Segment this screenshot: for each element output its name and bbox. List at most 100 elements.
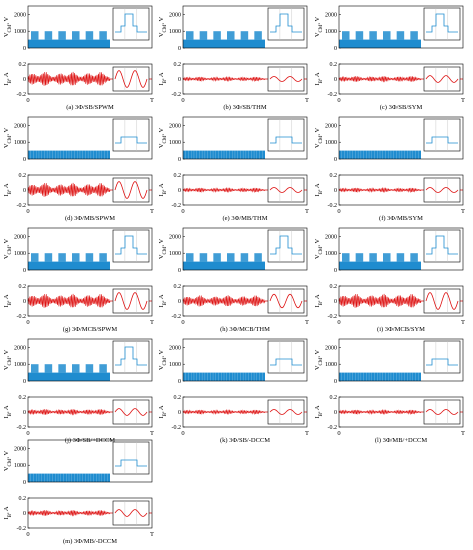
voltage-tick-label: 2000 xyxy=(325,123,337,129)
voltage-axis-label: VCM, V xyxy=(314,17,324,38)
voltage-burst xyxy=(44,31,53,40)
voltage-burst xyxy=(72,31,80,40)
current-inset-trace xyxy=(114,509,148,517)
voltage-burst xyxy=(383,31,391,40)
voltage-burst xyxy=(254,253,262,262)
x-end-label: T xyxy=(150,97,154,104)
voltage-inset xyxy=(423,7,461,41)
voltage-tick-label: 2000 xyxy=(325,12,337,18)
subplot-caption: (k) 3Φ/SB/-DCCM xyxy=(220,437,270,444)
x-end-label: T xyxy=(305,208,309,215)
current-trace xyxy=(338,293,422,308)
voltage-axes-frame xyxy=(27,338,153,382)
voltage-inset xyxy=(112,441,150,475)
current-inset-trace xyxy=(269,187,303,193)
voltage-burst xyxy=(396,31,405,40)
current-trace xyxy=(182,409,266,415)
voltage-tick-label: 0 xyxy=(23,480,26,486)
voltage-axis-label: VCM, V xyxy=(3,451,13,472)
voltage-burst xyxy=(213,253,221,262)
voltage-tick-label: 2000 xyxy=(14,345,26,351)
current-tick-label: 0.2 xyxy=(19,496,27,502)
current-axis-label: IB, A xyxy=(158,294,168,307)
voltage-axes-frame xyxy=(182,227,308,271)
voltage-inset xyxy=(423,340,461,374)
voltage-band xyxy=(339,39,421,48)
current-tick-label: -0.2 xyxy=(17,526,27,532)
voltage-burst xyxy=(72,253,80,262)
current-tick-label: 0.2 xyxy=(330,284,338,290)
voltage-tick-label: 1000 xyxy=(14,463,26,469)
current-tick-label: 0 xyxy=(23,410,26,416)
current-tick-label: -0.2 xyxy=(17,314,27,320)
current-tick-label: 0 xyxy=(178,188,181,194)
voltage-axis-label: VCM, V xyxy=(3,239,13,260)
voltage-tick-label: 2000 xyxy=(14,446,26,452)
current-inset-trace xyxy=(269,293,303,309)
voltage-inset xyxy=(267,118,305,152)
current-tick-label: -0.2 xyxy=(328,425,338,431)
current-tick-label: 0 xyxy=(334,188,337,194)
voltage-tick-label: 0 xyxy=(178,46,181,52)
current-tick-label: 0.2 xyxy=(19,62,27,68)
current-tick-label: -0.2 xyxy=(17,92,27,98)
subplot-caption: (h) 3Φ/MCB/THM xyxy=(220,326,270,333)
current-tick-label: 0 xyxy=(334,77,337,83)
voltage-burst xyxy=(99,364,107,373)
subplot-caption: (i) 3Φ/MCB/SYM xyxy=(377,326,425,333)
voltage-tick-label: 0 xyxy=(23,46,26,52)
voltage-burst xyxy=(227,31,235,40)
current-tick-label: -0.2 xyxy=(17,203,27,209)
current-axis-label: IB, A xyxy=(3,72,13,85)
current-tick-label: -0.2 xyxy=(172,92,182,98)
voltage-axis-label: VCM, V xyxy=(3,350,13,371)
subplot-caption: (a) 3Φ/SB/SPWM xyxy=(66,104,114,111)
voltage-axes-frame xyxy=(338,116,464,160)
current-trace xyxy=(338,75,422,83)
voltage-burst xyxy=(240,31,249,40)
current-axes-frame xyxy=(338,63,464,95)
voltage-inset xyxy=(423,229,461,263)
voltage-burst xyxy=(58,253,66,262)
voltage-axis-label: VCM, V xyxy=(158,239,168,260)
current-trace xyxy=(182,76,266,82)
current-axes-frame xyxy=(182,396,308,428)
current-tick-label: -0.2 xyxy=(328,203,338,209)
subplot-caption: (l) 3Φ/MB/+DCCM xyxy=(375,437,428,444)
current-tick-label: 0.2 xyxy=(19,173,27,179)
x-start-label: 0 xyxy=(181,208,184,215)
current-tick-label: 0 xyxy=(23,77,26,83)
current-axis-label: IB, A xyxy=(314,294,324,307)
voltage-tick-label: 2000 xyxy=(14,123,26,129)
x-start-label: 0 xyxy=(26,430,29,437)
current-inset-trace xyxy=(425,75,459,83)
voltage-inset xyxy=(267,7,305,41)
voltage-tick-label: 2000 xyxy=(169,12,181,18)
voltage-tick-label: 1000 xyxy=(169,29,181,35)
current-inset-trace xyxy=(114,408,148,416)
current-tick-label: 0 xyxy=(178,299,181,305)
voltage-burst xyxy=(199,31,208,40)
voltage-tick-label: 2000 xyxy=(14,234,26,240)
current-axis-label: IB, A xyxy=(314,72,324,85)
voltage-inset-trace xyxy=(270,13,302,33)
voltage-tick-label: 2000 xyxy=(325,234,337,240)
voltage-band xyxy=(28,39,110,48)
voltage-burst xyxy=(58,364,66,373)
voltage-band xyxy=(339,261,421,270)
x-end-label: T xyxy=(461,319,465,326)
x-end-label: T xyxy=(461,208,465,215)
current-tick-label: 0.2 xyxy=(174,284,182,290)
voltage-burst xyxy=(410,253,418,262)
current-axes-frame xyxy=(338,396,464,428)
voltage-axis-label: VCM, V xyxy=(3,17,13,38)
voltage-tick-label: 1000 xyxy=(14,251,26,257)
current-inset-trace xyxy=(269,76,303,82)
subplot-caption: (e) 3Φ/MB/THM xyxy=(222,215,267,222)
voltage-axes-frame xyxy=(338,338,464,382)
